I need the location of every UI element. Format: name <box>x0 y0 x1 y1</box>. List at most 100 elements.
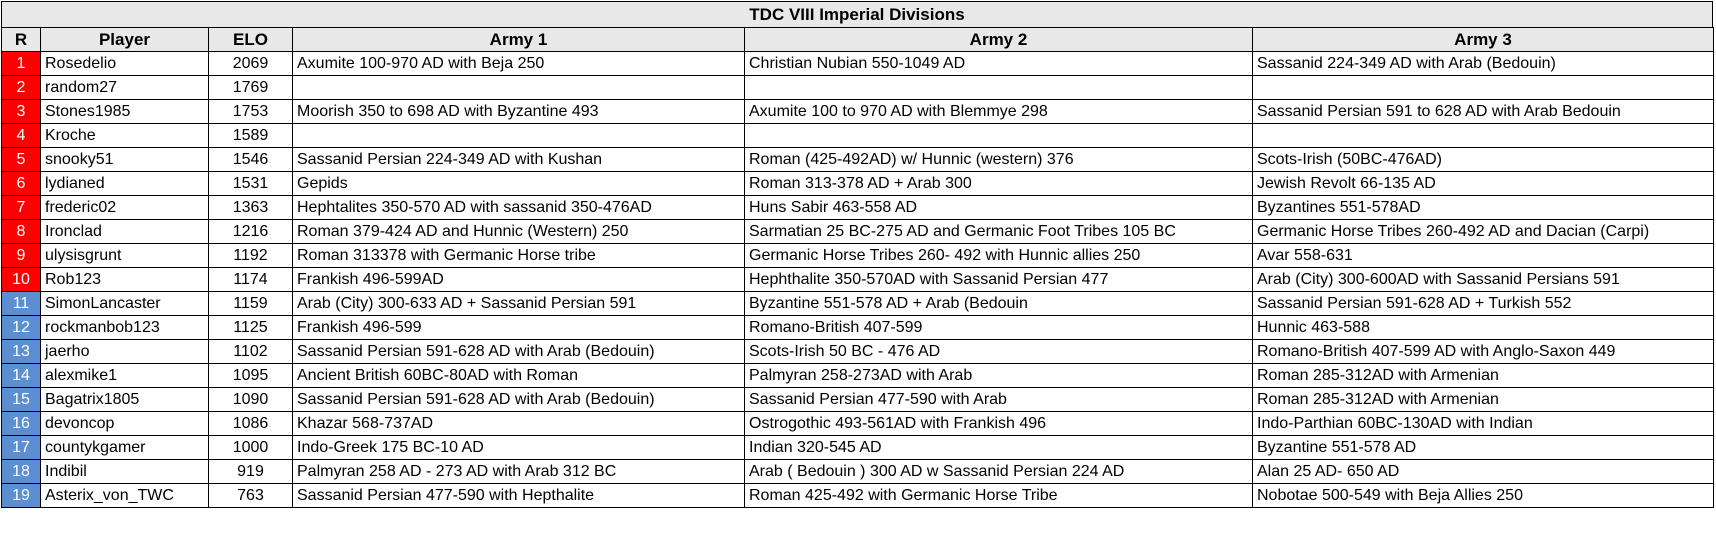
army-2-cell[interactable]: Arab ( Bedouin ) 300 AD w Sassanid Persi… <box>744 459 1253 484</box>
elo-cell[interactable]: 1216 <box>208 219 293 244</box>
army-3-cell[interactable]: Arab (City) 300-600AD with Sassanid Pers… <box>1252 267 1714 292</box>
army-2-cell[interactable] <box>744 75 1253 100</box>
rank-cell[interactable]: 18 <box>1 459 41 484</box>
army-1-cell[interactable]: Arab (City) 300-633 AD + Sassanid Persia… <box>292 291 745 316</box>
army-3-cell[interactable]: Sassanid 224-349 AD with Arab (Bedouin) <box>1252 51 1714 76</box>
army-1-cell[interactable]: Gepids <box>292 171 745 196</box>
elo-cell[interactable]: 919 <box>208 459 293 484</box>
elo-cell[interactable]: 1753 <box>208 99 293 124</box>
army-3-cell[interactable] <box>1252 75 1714 100</box>
army-3-cell[interactable]: Jewish Revolt 66-135 AD <box>1252 171 1714 196</box>
rank-cell[interactable]: 11 <box>1 291 41 316</box>
elo-cell[interactable]: 763 <box>208 483 293 508</box>
army-2-cell[interactable]: Huns Sabir 463-558 AD <box>744 195 1253 220</box>
army-2-cell[interactable]: Sarmatian 25 BC-275 AD and Germanic Foot… <box>744 219 1253 244</box>
rank-cell[interactable]: 14 <box>1 363 41 388</box>
rank-cell[interactable]: 10 <box>1 267 41 292</box>
player-cell[interactable]: Bagatrix1805 <box>40 387 209 412</box>
rank-cell[interactable]: 2 <box>1 75 41 100</box>
army-2-cell[interactable]: Germanic Horse Tribes 260- 492 with Hunn… <box>744 243 1253 268</box>
army-1-cell[interactable]: Sassanid Persian 224-349 AD with Kushan <box>292 147 745 172</box>
army-2-cell[interactable]: Palmyran 258-273AD with Arab <box>744 363 1253 388</box>
rank-cell[interactable]: 8 <box>1 219 41 244</box>
rank-cell[interactable]: 9 <box>1 243 41 268</box>
army-2-cell[interactable]: Ostrogothic 493-561AD with Frankish 496 <box>744 411 1253 436</box>
elo-cell[interactable]: 1159 <box>208 291 293 316</box>
army-3-cell[interactable]: Hunnic 463-588 <box>1252 315 1714 340</box>
army-1-cell[interactable]: Khazar 568-737AD <box>292 411 745 436</box>
elo-cell[interactable]: 1095 <box>208 363 293 388</box>
army-3-cell[interactable]: Byzantines 551-578AD <box>1252 195 1714 220</box>
elo-cell[interactable]: 1000 <box>208 435 293 460</box>
player-cell[interactable]: countykgamer <box>40 435 209 460</box>
elo-cell[interactable]: 1531 <box>208 171 293 196</box>
player-cell[interactable]: Asterix_von_TWC <box>40 483 209 508</box>
rank-cell[interactable]: 12 <box>1 315 41 340</box>
army-3-cell[interactable]: Indo-Parthian 60BC-130AD with Indian <box>1252 411 1714 436</box>
army-3-cell[interactable]: Nobotae 500-549 with Beja Allies 250 <box>1252 483 1714 508</box>
army-2-cell[interactable]: Sassanid Persian 477-590 with Arab <box>744 387 1253 412</box>
army-2-cell[interactable]: Byzantine 551-578 AD + Arab (Bedouin <box>744 291 1253 316</box>
rank-cell[interactable]: 1 <box>1 51 41 76</box>
army-1-cell[interactable]: Sassanid Persian 591-628 AD with Arab (B… <box>292 339 745 364</box>
army-2-cell[interactable]: Indian 320-545 AD <box>744 435 1253 460</box>
player-cell[interactable]: random27 <box>40 75 209 100</box>
army-1-cell[interactable]: Indo-Greek 175 BC-10 AD <box>292 435 745 460</box>
army-3-cell[interactable]: Byzantine 551-578 AD <box>1252 435 1714 460</box>
rank-cell[interactable]: 6 <box>1 171 41 196</box>
elo-cell[interactable]: 1174 <box>208 267 293 292</box>
army-1-cell[interactable]: Ancient British 60BC-80AD with Roman <box>292 363 745 388</box>
army-1-cell[interactable]: Axumite 100-970 AD with Beja 250 <box>292 51 745 76</box>
army-3-cell[interactable]: Sassanid Persian 591 to 628 AD with Arab… <box>1252 99 1714 124</box>
elo-cell[interactable]: 1086 <box>208 411 293 436</box>
elo-cell[interactable]: 1363 <box>208 195 293 220</box>
army-3-cell[interactable]: Scots-Irish (50BC-476AD) <box>1252 147 1714 172</box>
rank-cell[interactable]: 16 <box>1 411 41 436</box>
rank-cell[interactable]: 4 <box>1 123 41 148</box>
player-cell[interactable]: Rosedelio <box>40 51 209 76</box>
army-1-cell[interactable]: Sassanid Persian 477-590 with Hepthalite <box>292 483 745 508</box>
player-cell[interactable]: snooky51 <box>40 147 209 172</box>
rank-cell[interactable]: 7 <box>1 195 41 220</box>
army-3-cell[interactable]: Alan 25 AD- 650 AD <box>1252 459 1714 484</box>
player-cell[interactable]: ulysisgrunt <box>40 243 209 268</box>
army-1-cell[interactable]: Roman 379-424 AD and Hunnic (Western) 25… <box>292 219 745 244</box>
elo-cell[interactable]: 1125 <box>208 315 293 340</box>
army-2-cell[interactable]: Christian Nubian 550-1049 AD <box>744 51 1253 76</box>
player-cell[interactable]: Ironclad <box>40 219 209 244</box>
player-cell[interactable]: devoncop <box>40 411 209 436</box>
elo-cell[interactable]: 1192 <box>208 243 293 268</box>
elo-cell[interactable]: 1589 <box>208 123 293 148</box>
army-3-cell[interactable]: Roman 285-312AD with Armenian <box>1252 363 1714 388</box>
army-2-cell[interactable]: Scots-Irish 50 BC - 476 AD <box>744 339 1253 364</box>
army-3-cell[interactable]: Romano-British 407-599 AD with Anglo-Sax… <box>1252 339 1714 364</box>
army-1-cell[interactable]: Moorish 350 to 698 AD with Byzantine 493 <box>292 99 745 124</box>
player-cell[interactable]: frederic02 <box>40 195 209 220</box>
army-3-cell[interactable]: Germanic Horse Tribes 260-492 AD and Dac… <box>1252 219 1714 244</box>
army-2-cell[interactable]: Hephthalite 350-570AD with Sassanid Pers… <box>744 267 1253 292</box>
elo-cell[interactable]: 1546 <box>208 147 293 172</box>
army-1-cell[interactable] <box>292 75 745 100</box>
rank-cell[interactable]: 3 <box>1 99 41 124</box>
army-1-cell[interactable]: Hephtalites 350-570 AD with sassanid 350… <box>292 195 745 220</box>
rank-cell[interactable]: 15 <box>1 387 41 412</box>
elo-cell[interactable]: 2069 <box>208 51 293 76</box>
army-1-cell[interactable]: Sassanid Persian 591-628 AD with Arab (B… <box>292 387 745 412</box>
player-cell[interactable]: alexmike1 <box>40 363 209 388</box>
army-3-cell[interactable]: Roman 285-312AD with Armenian <box>1252 387 1714 412</box>
player-cell[interactable]: rockmanbob123 <box>40 315 209 340</box>
rank-cell[interactable]: 13 <box>1 339 41 364</box>
army-1-cell[interactable] <box>292 123 745 148</box>
player-cell[interactable]: SimonLancaster <box>40 291 209 316</box>
rank-cell[interactable]: 17 <box>1 435 41 460</box>
elo-cell[interactable]: 1769 <box>208 75 293 100</box>
army-1-cell[interactable]: Palmyran 258 AD - 273 AD with Arab 312 B… <box>292 459 745 484</box>
army-2-cell[interactable]: Roman 313-378 AD + Arab 300 <box>744 171 1253 196</box>
elo-cell[interactable]: 1090 <box>208 387 293 412</box>
army-2-cell[interactable]: Roman (425-492AD) w/ Hunnic (western) 37… <box>744 147 1253 172</box>
army-1-cell[interactable]: Frankish 496-599 <box>292 315 745 340</box>
army-2-cell[interactable]: Axumite 100 to 970 AD with Blemmye 298 <box>744 99 1253 124</box>
player-cell[interactable]: lydianed <box>40 171 209 196</box>
army-2-cell[interactable] <box>744 123 1253 148</box>
player-cell[interactable]: Indibil <box>40 459 209 484</box>
